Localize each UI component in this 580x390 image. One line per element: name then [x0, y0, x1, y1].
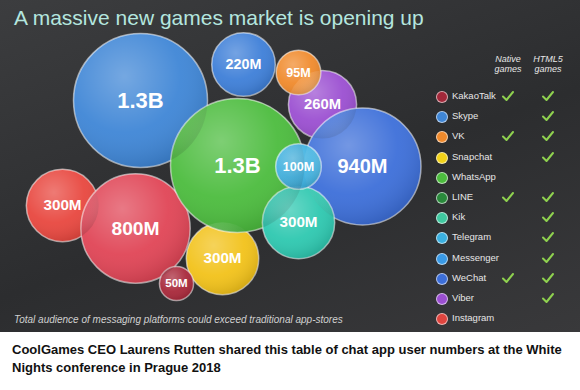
svg-text:95M: 95M	[286, 66, 310, 80]
svg-text:220M: 220M	[226, 56, 262, 72]
html-text:Snapchat: Snapchat	[452, 150, 493, 162]
html-text:Telegram: Telegram	[452, 231, 492, 243]
svg-text:300M: 300M	[279, 213, 317, 230]
html-text:Kik: Kik	[452, 211, 466, 223]
html-text:Messenger: Messenger	[452, 251, 499, 263]
html-text:Total audience of messaging pl: Total audience of messaging platforms co…	[14, 314, 343, 325]
svg-text:260M: 260M	[304, 96, 341, 112]
html-text:CoolGames CEO Laurens Rutten s: CoolGames CEO Laurens Rutten shared this…	[12, 342, 562, 375]
svg-text:300M: 300M	[43, 196, 81, 213]
html-text:Instagram: Instagram	[452, 312, 495, 324]
html-text:HTML5 games: HTML5 games	[533, 54, 563, 74]
html-text:WeChat: WeChat	[452, 271, 487, 283]
html-text:LINE: LINE	[452, 191, 474, 202]
svg-text:800M: 800M	[112, 218, 160, 239]
svg-text:50M: 50M	[165, 277, 187, 289]
html-text:Native games: Native games	[494, 54, 522, 74]
svg-text:1.3B: 1.3B	[117, 88, 163, 113]
svg-text:940M: 940M	[337, 155, 387, 177]
svg-text:300M: 300M	[203, 249, 241, 266]
svg-text:1.3B: 1.3B	[214, 153, 260, 178]
html-text:WhatsApp: WhatsApp	[452, 170, 496, 182]
html-text:A massive new games market is: A massive new games market is opening up	[14, 6, 424, 29]
svg-text:100M: 100M	[283, 160, 315, 174]
html-text:KakaoTalk: KakaoTalk	[452, 90, 496, 101]
html-text:VK: VK	[452, 130, 465, 142]
html-text:Skype: Skype	[452, 110, 479, 122]
html-text:Viber: Viber	[452, 292, 474, 303]
